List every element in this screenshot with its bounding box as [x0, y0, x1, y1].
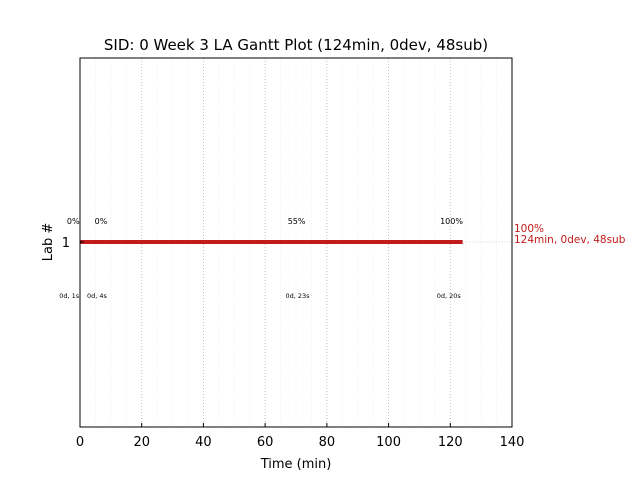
x-tick-label: 0 [76, 435, 84, 450]
progress-label: 0% [67, 217, 80, 226]
y-tick-label: 1 [62, 236, 70, 251]
annotation-layer: 0% 0% 55% 100% 0d, 1s 0d, 4s 0d, 23s 0d, 20s 100… [59, 217, 625, 300]
chart-title: SID: 0 Week 3 LA Gantt Plot (124min, 0de… [104, 36, 488, 54]
end-label: 100% [514, 223, 544, 235]
bar-layer [80, 240, 512, 244]
x-tick-label: 80 [319, 435, 336, 450]
progress-label: 0% [95, 217, 108, 226]
x-tick-label: 140 [500, 435, 525, 450]
x-tick-label: 120 [438, 435, 463, 450]
x-tick-label: 20 [133, 435, 150, 450]
progress-label: 55% [288, 217, 306, 226]
duration-label: 0d, 1s [59, 292, 80, 300]
y-axis: 1 [62, 236, 84, 251]
duration-label: 0d, 4s [87, 292, 108, 300]
gantt-bar [80, 240, 463, 244]
duration-label: 0d, 20s [437, 292, 462, 300]
x-tick-label: 60 [257, 435, 274, 450]
y-axis-label: Lab # [41, 223, 56, 262]
duration-label: 0d, 23s [286, 292, 311, 300]
x-axis: 0 20 40 60 80 100 120 140 [76, 423, 525, 450]
x-tick-label: 40 [195, 435, 212, 450]
end-label: 124min, 0dev, 48sub [514, 234, 626, 246]
x-tick-label: 100 [376, 435, 401, 450]
x-axis-label: Time (min) [260, 457, 332, 472]
progress-label: 100% [440, 217, 463, 226]
